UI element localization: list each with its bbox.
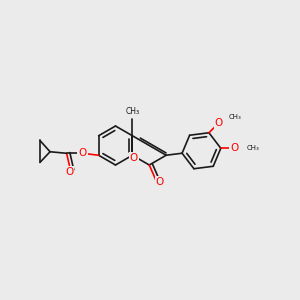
- Text: CH₃: CH₃: [229, 114, 241, 120]
- Text: O: O: [156, 177, 164, 187]
- Text: CH₃: CH₃: [247, 145, 260, 151]
- Text: O: O: [214, 118, 223, 128]
- Text: O: O: [130, 153, 138, 163]
- Text: O: O: [230, 143, 238, 153]
- Text: O: O: [65, 167, 73, 177]
- Text: O: O: [79, 148, 87, 158]
- Text: CH₃: CH₃: [125, 107, 140, 116]
